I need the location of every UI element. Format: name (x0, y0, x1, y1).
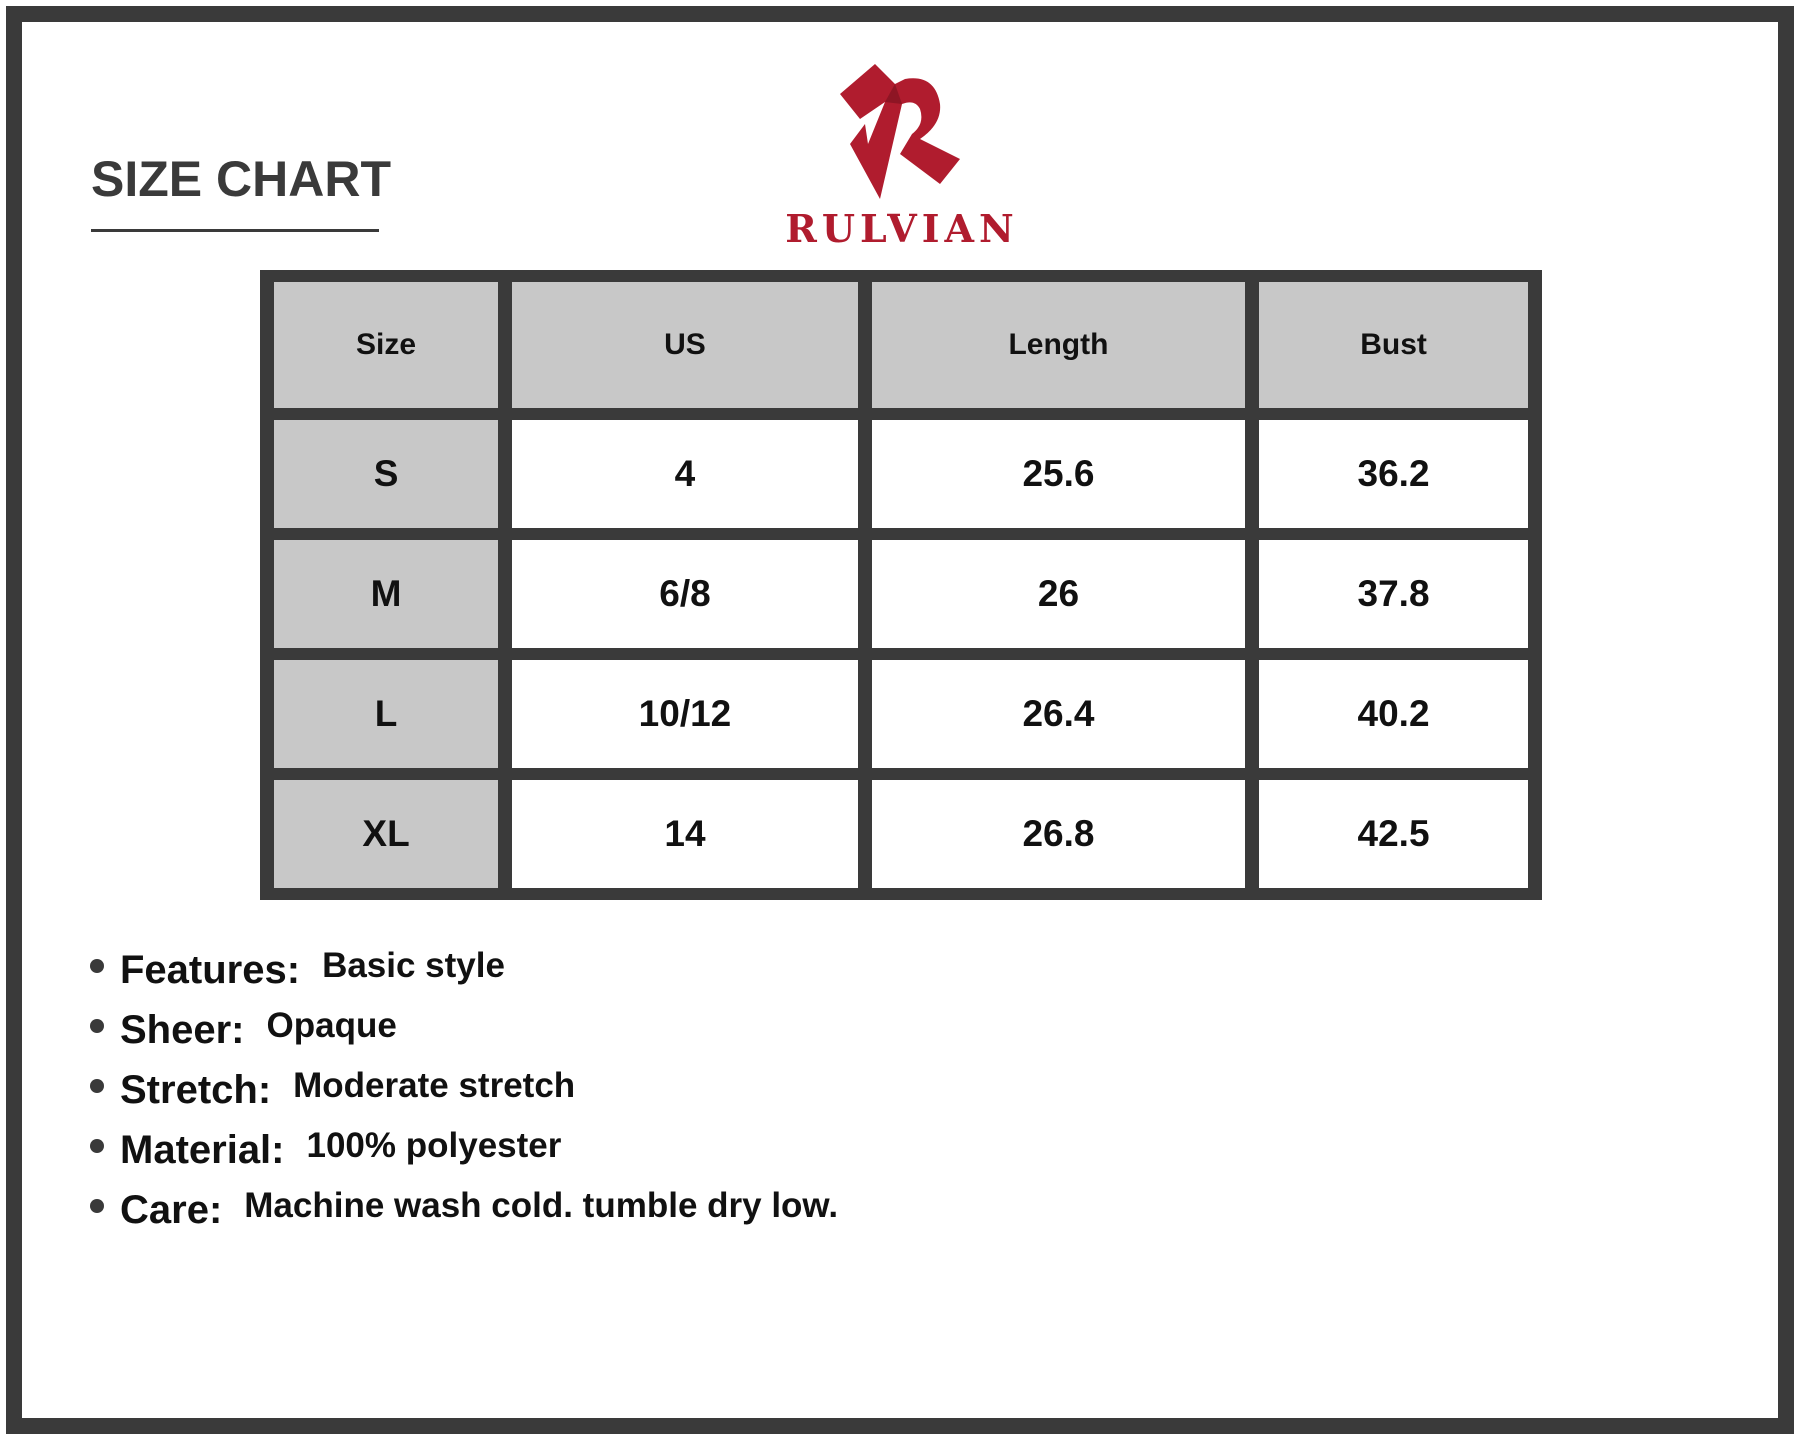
table-row: M 6/8 26 37.8 (274, 540, 1528, 648)
feature-value: Moderate stretch (293, 1066, 576, 1105)
feature-value: Opaque (266, 1006, 397, 1045)
cell-size: S (274, 420, 499, 528)
feature-label: Material: (120, 1127, 285, 1172)
page-title: SIZE CHART (91, 151, 391, 207)
feature-item: Stretch: Moderate stretch (90, 1060, 838, 1120)
cell-bust: 42.5 (1259, 780, 1528, 888)
cell-us: 14 (512, 780, 858, 888)
bullet-icon (90, 959, 104, 973)
brand-logo-icon (840, 64, 960, 199)
features-list: Features: Basic style Sheer: Opaque Stretch:… (90, 940, 838, 1240)
cell-bust: 37.8 (1259, 540, 1528, 648)
cell-size: L (274, 660, 499, 768)
table-row: XL 14 26.8 42.5 (274, 780, 1528, 888)
cell-length: 26.8 (871, 780, 1246, 888)
header-bust: Bust (1259, 282, 1528, 408)
cell-size: XL (274, 780, 499, 888)
header-length: Length (871, 282, 1246, 408)
brand-name: RULVIAN (785, 206, 1019, 251)
cell-bust: 36.2 (1259, 420, 1528, 528)
header-us: US (512, 282, 858, 408)
header-size: Size (274, 282, 499, 408)
feature-value: Basic style (322, 946, 505, 985)
cell-length: 25.6 (871, 420, 1246, 528)
title-underline (91, 229, 379, 232)
cell-length: 26.4 (871, 660, 1246, 768)
feature-value: 100% polyester (306, 1126, 562, 1165)
bullet-icon (90, 1019, 104, 1033)
cell-size: M (274, 540, 499, 648)
feature-label: Care: (120, 1187, 223, 1232)
cell-us: 4 (512, 420, 858, 528)
bullet-icon (90, 1199, 104, 1213)
feature-label: Stretch: (120, 1067, 272, 1112)
feature-label: Features: (120, 947, 301, 992)
feature-item: Features: Basic style (90, 940, 838, 1000)
bullet-icon (90, 1079, 104, 1093)
feature-item: Sheer: Opaque (90, 1000, 838, 1060)
table-row: S 4 25.6 36.2 (274, 420, 1528, 528)
size-chart-table: Size US Length Bust S 4 25.6 36.2 M 6/8 26 37.8… (260, 270, 1542, 900)
bullet-icon (90, 1139, 104, 1153)
cell-length: 26 (871, 540, 1246, 648)
feature-value: Machine wash cold. tumble dry low. (244, 1186, 839, 1225)
table-header-row: Size US Length Bust (274, 282, 1528, 408)
cell-us: 10/12 (512, 660, 858, 768)
table-row: L 10/12 26.4 40.2 (274, 660, 1528, 768)
page-frame (6, 6, 1794, 1434)
feature-item: Care: Machine wash cold. tumble dry low. (90, 1180, 838, 1240)
cell-us: 6/8 (512, 540, 858, 648)
feature-label: Sheer: (120, 1007, 245, 1052)
cell-bust: 40.2 (1259, 660, 1528, 768)
feature-item: Material: 100% polyester (90, 1120, 838, 1180)
